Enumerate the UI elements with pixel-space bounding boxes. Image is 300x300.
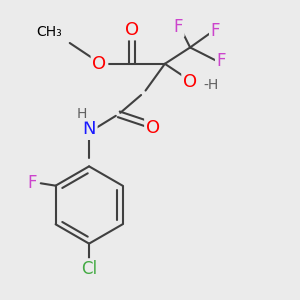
Text: O: O bbox=[146, 119, 160, 137]
Text: O: O bbox=[183, 73, 197, 91]
Text: O: O bbox=[125, 21, 139, 39]
Text: CH₃: CH₃ bbox=[37, 25, 62, 38]
Text: F: F bbox=[217, 52, 226, 70]
Text: H: H bbox=[76, 107, 87, 121]
Text: Cl: Cl bbox=[81, 260, 97, 278]
Text: F: F bbox=[211, 22, 220, 40]
Text: N: N bbox=[82, 120, 96, 138]
Text: F: F bbox=[27, 174, 37, 192]
Text: -H: -H bbox=[203, 78, 219, 92]
Text: O: O bbox=[92, 55, 106, 73]
Text: F: F bbox=[173, 18, 183, 36]
